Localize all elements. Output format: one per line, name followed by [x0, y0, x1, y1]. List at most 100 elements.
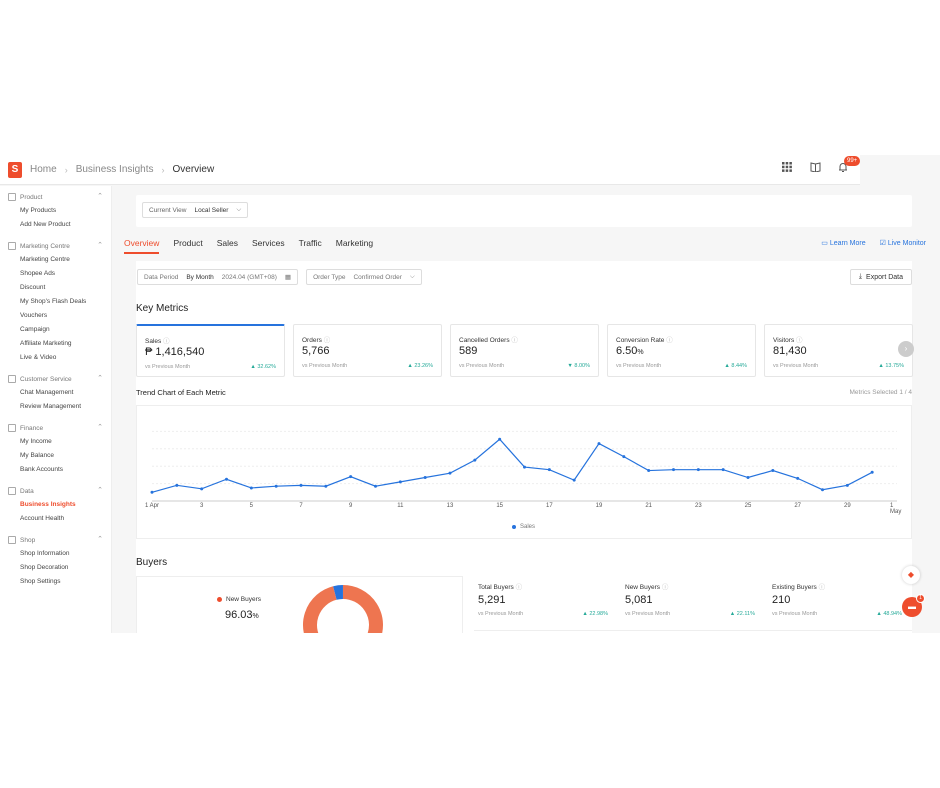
sales-data-point[interactable] — [175, 483, 179, 487]
sales-data-point[interactable] — [225, 477, 228, 481]
sales-data-point[interactable] — [498, 437, 502, 441]
sales-data-point[interactable] — [672, 468, 675, 472]
sidebar-group-title: Product — [20, 193, 43, 201]
sidebar-group-header[interactable]: Data ⌃ — [0, 484, 111, 498]
tab-sales[interactable]: Sales — [216, 238, 238, 248]
order-type-select[interactable]: Order Type Confirmed Order ⌵ — [306, 269, 422, 285]
top-links: ▭ Learn More ☑ Live Monitor — [821, 239, 926, 247]
sidebar-item[interactable]: Live & Video — [20, 354, 57, 361]
sidebar-group-header[interactable]: Product ⌃ — [0, 190, 111, 204]
group-icon — [8, 242, 16, 250]
export-data-button[interactable]: ⤓ Export Data — [849, 269, 912, 285]
sales-data-point[interactable] — [349, 475, 353, 479]
metric-card[interactable]: Conversion Rate ⓘ 6.50% vs Previous Month ▲… — [607, 324, 756, 377]
sidebar-item[interactable]: Add New Product — [20, 221, 71, 228]
book-icon[interactable] — [808, 162, 822, 176]
sidebar-item[interactable]: Marketing Centre — [20, 256, 70, 263]
apps-grid-icon[interactable] — [780, 162, 794, 176]
assistant-float-icon[interactable]: ◆ — [902, 566, 920, 584]
sales-data-point[interactable] — [374, 484, 377, 488]
metric-card[interactable]: Cancelled Orders ⓘ 589 vs Previous Month ▼ … — [450, 324, 599, 377]
sales-data-point[interactable] — [324, 484, 328, 488]
sidebar-item[interactable]: Shop Information — [20, 550, 70, 557]
tab-product[interactable]: Product — [173, 238, 203, 248]
sales-data-point[interactable] — [821, 488, 824, 492]
sales-data-point[interactable] — [647, 469, 651, 473]
sales-data-point[interactable] — [249, 486, 253, 490]
info-icon: ⓘ — [818, 584, 826, 591]
sidebar-group-title: Customer Service — [20, 375, 72, 383]
calendar-icon: ▦ — [284, 274, 292, 281]
key-metrics-title: Key Metrics — [136, 303, 189, 314]
sales-data-point[interactable] — [597, 442, 601, 446]
tab-traffic[interactable]: Traffic — [298, 238, 322, 248]
chevron-right-icon[interactable]: › — [898, 341, 914, 357]
tab-overview[interactable]: Overview — [124, 238, 160, 254]
data-period-picker[interactable]: Data Period By Month 2024.04 (GMT+08) ▦ — [137, 269, 299, 285]
sidebar-item[interactable]: Discount — [20, 284, 46, 291]
live-monitor-link[interactable]: ☑ Live Monitor — [880, 239, 926, 247]
learn-more-link[interactable]: ▭ Learn More — [821, 239, 865, 247]
sales-data-point[interactable] — [845, 483, 849, 487]
sidebar-item[interactable]: Shop Settings — [20, 578, 61, 585]
sales-data-point[interactable] — [398, 480, 402, 484]
sales-data-point[interactable] — [274, 484, 278, 488]
metric-comparison-label: vs Previous Month — [773, 363, 819, 369]
metric-card[interactable]: Visitors ⓘ 81,430 vs Previous Month ▲ 13.75… — [764, 324, 913, 377]
sidebar-item[interactable]: My Products — [20, 207, 57, 214]
notification-bell-icon[interactable]: 99+ — [836, 156, 861, 176]
group-icon — [8, 536, 16, 544]
sidebar-item[interactable]: Review Management — [20, 403, 82, 410]
current-view-select[interactable]: Current View Local Seller ⌵ — [142, 202, 249, 218]
breadcrumb-business-insights[interactable]: Business Insights — [75, 164, 154, 175]
tab-services[interactable]: Services — [252, 238, 285, 248]
sales-data-point[interactable] — [150, 490, 154, 494]
sidebar-item[interactable]: My Balance — [20, 452, 54, 459]
x-tick-label: 15 — [496, 503, 503, 509]
sales-data-point[interactable] — [696, 468, 700, 472]
sales-data-point[interactable] — [423, 476, 427, 480]
sales-data-point[interactable] — [721, 468, 725, 472]
sidebar-item[interactable]: Chat Management — [20, 389, 74, 396]
sidebar-group-header[interactable]: Customer Service ⌃ — [0, 372, 111, 386]
order-type-label: Order Type — [313, 273, 346, 281]
chart-legend[interactable]: Sales — [512, 524, 535, 530]
sidebar-group-header[interactable]: Shop ⌃ — [0, 533, 111, 547]
tab-marketing[interactable]: Marketing — [335, 238, 374, 248]
x-tick-label: 17 — [545, 503, 553, 509]
x-tick-label: 13 — [446, 503, 454, 509]
sales-data-point[interactable] — [796, 476, 800, 480]
sales-data-point[interactable] — [870, 470, 874, 474]
overview-panel: Data Period By Month 2024.04 (GMT+08) ▦ … — [136, 261, 914, 633]
sidebar-item[interactable]: Shop Decoration — [20, 564, 69, 571]
metric-card[interactable]: Orders ⓘ 5,766 vs Previous Month ▲ 23.26% — [293, 324, 442, 377]
breadcrumb-home[interactable]: Home — [30, 164, 57, 175]
shopee-logo-icon[interactable]: S — [8, 161, 22, 178]
sales-data-point[interactable] — [523, 465, 526, 469]
chat-float-icon[interactable]: ▬ 1 — [902, 594, 925, 617]
sales-data-point[interactable] — [200, 487, 204, 491]
sales-data-point[interactable] — [473, 458, 477, 462]
sidebar-item[interactable]: Campaign — [20, 326, 50, 333]
sidebar-item[interactable]: Bank Accounts — [20, 466, 63, 473]
sales-data-point[interactable] — [771, 469, 775, 473]
sales-data-point[interactable] — [299, 483, 303, 487]
sidebar-item[interactable]: My Shop's Flash Deals — [20, 298, 87, 305]
sidebar-item[interactable]: Business Insights — [20, 501, 76, 508]
sidebar-group-title: Finance — [20, 424, 44, 432]
group-icon — [8, 487, 16, 495]
sidebar-item[interactable]: Account Health — [20, 515, 65, 522]
sidebar-item[interactable]: Shopee Ads — [20, 270, 56, 277]
sidebar-group-header[interactable]: Marketing Centre ⌃ — [0, 239, 111, 253]
sales-data-point[interactable] — [622, 455, 626, 459]
sales-data-point[interactable] — [572, 478, 576, 482]
sidebar-item[interactable]: Affiliate Marketing — [20, 340, 72, 347]
sales-data-point[interactable] — [448, 471, 452, 475]
sidebar-item[interactable]: Vouchers — [20, 312, 48, 319]
sales-data-point[interactable] — [547, 468, 551, 472]
metric-card[interactable]: Sales ⓘ ₱ 1,416,540 vs Previous Month ▲ 32.… — [136, 324, 285, 377]
donut-new-buyers-slice — [303, 585, 383, 633]
sales-data-point[interactable] — [746, 476, 750, 480]
sidebar-item[interactable]: My Income — [20, 438, 52, 445]
sidebar-group-header[interactable]: Finance ⌃ — [0, 421, 111, 435]
